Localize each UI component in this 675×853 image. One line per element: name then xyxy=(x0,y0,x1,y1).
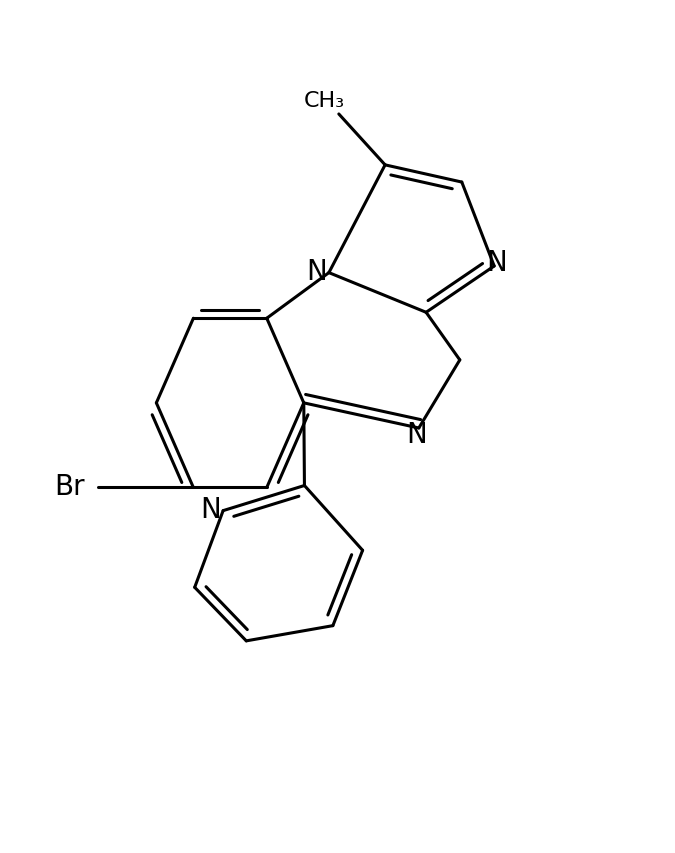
Text: N: N xyxy=(406,421,427,449)
Text: CH₃: CH₃ xyxy=(304,91,345,111)
Text: N: N xyxy=(200,495,221,523)
Text: N: N xyxy=(306,258,327,285)
Text: N: N xyxy=(486,249,506,276)
Text: Br: Br xyxy=(55,473,85,501)
